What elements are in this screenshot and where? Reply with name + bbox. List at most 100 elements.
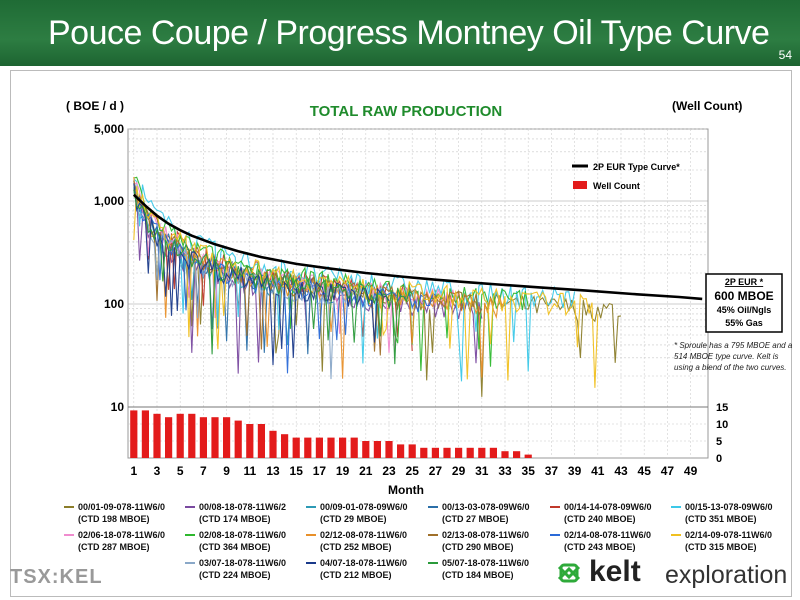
x-tick-label: 17 <box>313 464 327 478</box>
well-count-bar <box>292 437 300 458</box>
well-legend-label: 00/09-01-078-09W6/0 (CTD 29 MBOE) <box>320 502 408 524</box>
well-legend-swatch <box>185 506 195 508</box>
right-y-tick-label: 5 <box>716 436 722 448</box>
well-count-bar <box>362 441 370 458</box>
y-axis-label-right: (Well Count) <box>672 99 742 113</box>
well-count-bar <box>397 444 405 458</box>
x-tick-label: 9 <box>223 464 230 478</box>
well-legend-label: 02/13-08-078-11W6/0 (CTD 290 MBOE) <box>442 530 530 552</box>
footnote-line: 514 MBOE type curve. Kelt is <box>674 352 779 361</box>
eur-box <box>705 273 783 333</box>
well-legend-label: 02/12-08-078-11W6/0 (CTD 252 MBOE) <box>320 530 408 552</box>
well-count-bar <box>466 447 474 458</box>
well-legend-label: 00/01-09-078-11W6/0 (CTD 198 MBOE) <box>78 502 166 524</box>
footnote-line: using a blend of the two curves. <box>674 363 787 372</box>
well-legend-swatch <box>64 534 74 536</box>
well-count-bar <box>385 441 393 458</box>
well-count-bar <box>165 417 173 458</box>
legend-swatch-well-count <box>573 181 587 189</box>
y-tick-label: 10 <box>111 400 125 414</box>
well-legend-label: 02/08-18-078-11W6/0 (CTD 364 MBOE) <box>199 530 287 552</box>
well-legend-swatch <box>185 534 195 536</box>
well-legend-swatch <box>671 534 681 536</box>
well-legend-label: 00/15-13-078-09W6/0 (CTD 351 MBOE) <box>685 502 773 524</box>
well-count-bar <box>188 413 196 458</box>
x-tick-label: 35 <box>522 464 536 478</box>
eur-value: 600 MBOE <box>714 289 773 303</box>
page-number: 54 <box>778 48 792 62</box>
well-legend-label: 00/08-18-078-11W6/2 (CTD 174 MBOE) <box>199 502 287 524</box>
well-count-bar <box>141 410 149 458</box>
well-legend-label: 02/14-09-078-11W6/0 (CTD 315 MBOE) <box>685 530 773 552</box>
well-legend-swatch <box>428 506 438 508</box>
well-count-bar <box>431 447 439 458</box>
x-tick-label: 41 <box>591 464 605 478</box>
well-count-bar <box>211 417 219 458</box>
well-legend-label: 02/14-08-078-11W6/0 (CTD 243 MBOE) <box>564 530 652 552</box>
well-legend-swatch <box>306 506 316 508</box>
x-tick-label: 39 <box>568 464 582 478</box>
y-axis-label-left: ( BOE / d ) <box>66 99 124 113</box>
x-tick-label: 7 <box>200 464 207 478</box>
y-tick-label: 1,000 <box>94 194 124 208</box>
brand-suffix: exploration <box>665 561 788 589</box>
well-count-bar <box>478 447 486 458</box>
tsx-ticker: TSX:KEL <box>10 566 103 588</box>
x-tick-label: 33 <box>498 464 512 478</box>
legend-label-type-curve: 2P EUR Type Curve* <box>593 162 680 172</box>
eur-title: 2P EUR * <box>725 277 764 287</box>
legend-label-well-count: Well Count <box>593 181 640 191</box>
well-legend-swatch <box>64 506 74 508</box>
well-count-bar <box>176 413 184 458</box>
x-tick-label: 25 <box>406 464 420 478</box>
eur-split-gas: 55% Gas <box>725 318 763 328</box>
well-legend-label: 00/13-03-078-09W6/0 (CTD 27 MBOE) <box>442 502 530 524</box>
well-count-bar <box>304 437 312 458</box>
well-trace <box>133 183 390 366</box>
well-count-bar <box>443 447 451 458</box>
well-legend-label: 00/14-14-078-09W6/0 (CTD 240 MBOE) <box>564 502 652 524</box>
well-trace <box>133 186 599 388</box>
x-tick-label: 5 <box>177 464 184 478</box>
well-legend-swatch <box>428 562 438 564</box>
well-count-bar <box>130 410 138 458</box>
well-count-bar <box>246 424 254 458</box>
kelt-logo: kelt exploration <box>555 555 795 595</box>
chart-title: TOTAL RAW PRODUCTION <box>310 103 503 120</box>
x-tick-label: 21 <box>359 464 373 478</box>
x-tick-label: 47 <box>661 464 675 478</box>
well-count-bar <box>524 454 532 458</box>
slide-title: Pouce Coupe / Progress Montney Oil Type … <box>48 14 770 52</box>
brand-name: kelt <box>589 555 641 588</box>
y-tick-label: 100 <box>104 297 124 311</box>
well-legend-swatch <box>306 534 316 536</box>
well-legend-swatch <box>550 506 560 508</box>
footnote-line: * Sproule has a 795 MBOE and a <box>674 341 793 350</box>
well-count-bar <box>408 444 416 458</box>
well-count-bar <box>455 447 463 458</box>
eur-split-oil: 45% Oil/Ngls <box>717 305 772 315</box>
x-tick-label: 13 <box>266 464 280 478</box>
well-legend-label: 05/07-18-078-11W6/0 (CTD 184 MBOE) <box>442 558 530 580</box>
well-legend-swatch <box>306 562 316 564</box>
x-axis-label: Month <box>388 483 424 497</box>
well-count-bar <box>420 447 428 458</box>
well-count-bar <box>315 437 323 458</box>
well-count-bar <box>234 420 242 458</box>
well-legend-label: 02/06-18-078-11W6/0 (CTD 287 MBOE) <box>78 530 166 552</box>
well-count-bar <box>223 417 231 458</box>
well-legend-swatch <box>185 562 195 564</box>
x-tick-label: 49 <box>684 464 698 478</box>
well-count-bar <box>501 451 509 458</box>
well-count-bar <box>153 413 161 458</box>
x-tick-label: 3 <box>154 464 161 478</box>
kelt-knot-icon <box>557 563 581 583</box>
well-trace <box>133 189 413 365</box>
well-legend-label: 03/07-18-078-11W6/0 (CTD 224 MBOE) <box>199 558 287 580</box>
x-tick-label: 45 <box>638 464 652 478</box>
well-count-bar <box>199 417 207 458</box>
x-tick-label: 15 <box>290 464 304 478</box>
well-count-bar <box>339 437 347 458</box>
x-tick-label: 23 <box>382 464 396 478</box>
